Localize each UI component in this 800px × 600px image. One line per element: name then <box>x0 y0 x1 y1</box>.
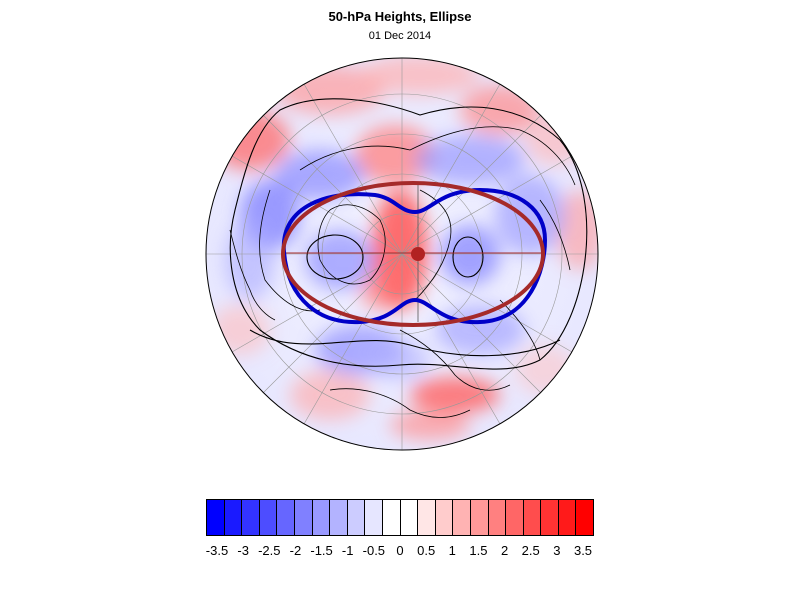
colorbar-cell <box>224 500 243 535</box>
colorbar-labels: -3.5 -3 -2.5 -2 -1.5 -1 -0.5 0 0.5 1 1.5 2 2.5 3 3.5 <box>206 543 594 559</box>
fitted-ellipse <box>281 181 545 327</box>
colorbar-cell <box>242 500 260 535</box>
colorbar-cell <box>523 500 542 535</box>
colorbar-tick-label: -0.5 <box>362 543 386 558</box>
colorbar-cell <box>312 500 331 535</box>
colorbar-cell <box>347 500 366 535</box>
colorbar-cell <box>558 500 577 535</box>
colorbar-tick-label: -3 <box>237 543 249 558</box>
colorbar-cell <box>400 500 419 535</box>
colorbar-cell <box>365 500 383 535</box>
colorbar-cell <box>506 500 524 535</box>
colorbar-cell <box>259 500 278 535</box>
colorbar-tick-label: 3 <box>553 543 561 558</box>
colorbar-tick-label: 2.5 <box>521 543 540 558</box>
fitted-curve <box>281 187 548 325</box>
colorbar-cell <box>470 500 489 535</box>
colorbar-tick-label: 0 <box>396 543 404 558</box>
colorbar-tick-label: 2 <box>500 543 509 558</box>
height-contours <box>229 98 588 370</box>
graticule <box>206 58 598 450</box>
colorbar-cell <box>435 500 454 535</box>
colorbar-cell <box>453 500 471 535</box>
colorbar-tick-label: -3.5 <box>205 543 229 558</box>
colorbar <box>206 499 594 536</box>
map-title: 50-hPa Heights, Ellipse <box>328 9 472 24</box>
colorbar-tick-label: 0.5 <box>417 543 436 558</box>
colorbar-tick-label: 3.5 <box>573 543 593 558</box>
colorbar-cell <box>382 500 401 535</box>
globe-outline <box>205 57 599 451</box>
colorbar-tick-label: -1 <box>341 543 354 558</box>
colorbar-cell <box>488 500 507 535</box>
colorbar-cell <box>418 500 436 535</box>
colorbar-cell <box>330 500 348 535</box>
colorbar-cell <box>294 500 313 535</box>
colorbar-cell <box>277 500 295 535</box>
colorbar-tick-label: -2 <box>289 543 302 558</box>
map-date: 01 Dec 2014 <box>368 30 432 42</box>
colorbar-cell <box>576 500 594 535</box>
colorbar-tick-label: 1 <box>448 543 456 558</box>
colorbar-tick-label: 1.5 <box>469 543 488 558</box>
colorbar-tick-label: -1.5 <box>310 543 333 558</box>
colorbar-cell <box>207 500 225 535</box>
colorbar-cell <box>541 500 559 535</box>
ellipse-center-marker <box>411 247 425 261</box>
colorbar-tick-label: -2.5 <box>258 543 281 558</box>
